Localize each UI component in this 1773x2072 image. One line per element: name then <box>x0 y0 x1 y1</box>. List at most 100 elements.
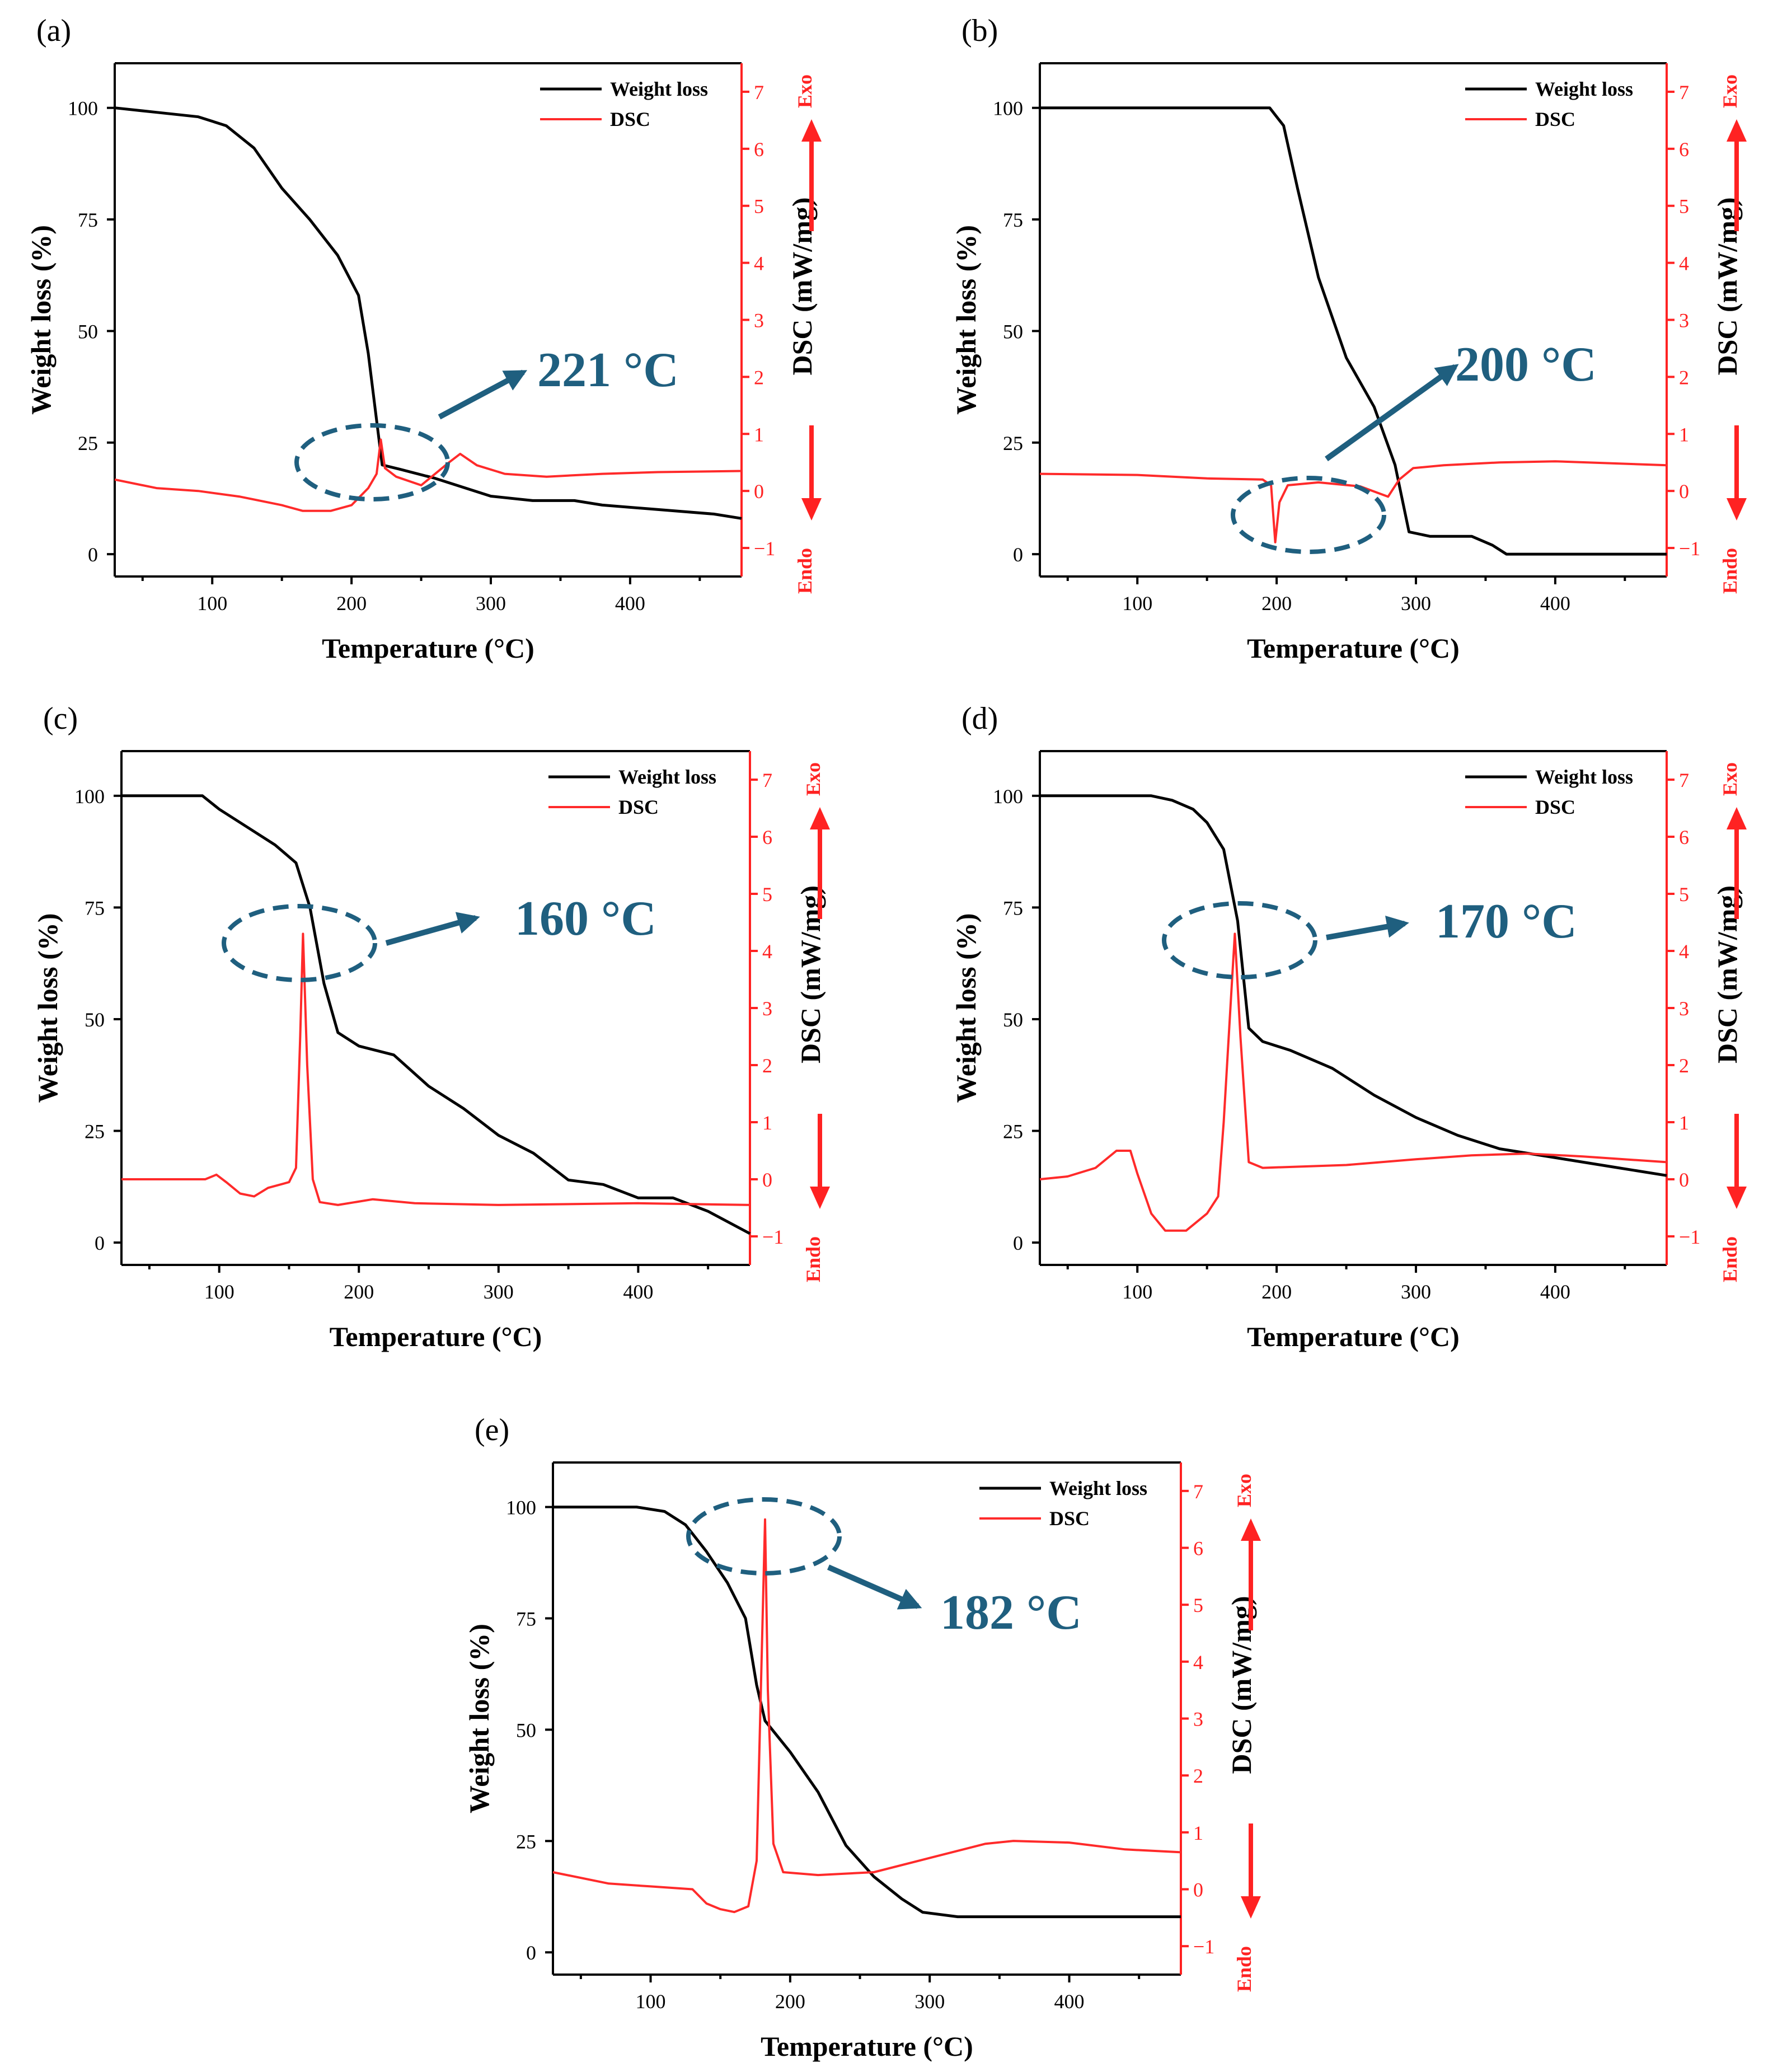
exo-arrow-icon <box>1727 807 1747 829</box>
y2-tick-label: 3 <box>754 310 764 332</box>
dsc-series-line <box>1039 932 1667 1232</box>
y-tick-label: 100 <box>68 97 98 120</box>
x-tick-label: 100 <box>204 1281 234 1303</box>
annotation-arrow <box>438 369 528 420</box>
y-tick-label: 0 <box>95 1232 105 1254</box>
panel-label: (e) <box>475 1413 509 1447</box>
y-tick-label: 100 <box>993 785 1023 808</box>
x-tick-label: 200 <box>1261 1281 1292 1303</box>
endo-arrow-icon <box>1241 1896 1261 1919</box>
y2-tick-label: 7 <box>1193 1480 1203 1503</box>
dsc-series-line <box>121 932 751 1206</box>
legend-label-dsc: DSC <box>610 108 650 130</box>
y-tick-label: 100 <box>506 1497 536 1519</box>
endo-arrow-icon <box>810 1187 830 1209</box>
chart-panel: (c) 100 200 300 400 0 25 50 75 100 −1 0 1 2 3 4 5 6 7 Tempe… <box>32 701 830 1352</box>
endo-arrow-icon <box>1727 1187 1747 1209</box>
chart-panel: (d) 100 200 300 400 0 25 50 75 100 −1 0 1 2 3 4 5 6 7 Tempe… <box>950 701 1747 1352</box>
y2-tick-label: 4 <box>1679 940 1689 963</box>
endo-label: Endo <box>1719 1236 1741 1282</box>
y2-tick-label: −1 <box>1679 1226 1700 1248</box>
x-tick-label: 300 <box>914 1990 945 2013</box>
annotation-temperature: 221 °C <box>537 343 679 397</box>
x-axis-label: Temperature (°C) <box>1247 632 1460 664</box>
y-tick-label: 100 <box>993 97 1023 120</box>
exo-arrow-icon <box>1727 119 1747 142</box>
y2-tick-label: 4 <box>1679 252 1689 275</box>
y-tick-label: 0 <box>1013 1232 1023 1254</box>
y-tick-label: 75 <box>85 897 105 919</box>
y2-tick-label: 2 <box>754 366 764 388</box>
endo-label: Endo <box>1719 548 1741 594</box>
x-tick-label: 200 <box>1261 592 1292 615</box>
y-tick-label: 75 <box>78 209 98 231</box>
y-tick-label: 25 <box>1003 432 1023 454</box>
y2-tick-label: 3 <box>1679 997 1689 1020</box>
panel-label: (c) <box>43 701 78 736</box>
x-tick-label: 300 <box>476 592 506 615</box>
weight-loss-series-line <box>1040 106 1667 556</box>
y2-tick-label: −1 <box>762 1226 784 1248</box>
annotation-arrow <box>1325 364 1459 462</box>
x-tick-label: 200 <box>336 592 367 615</box>
legend-label-weight: Weight loss <box>1535 766 1633 788</box>
y2-tick-label: 0 <box>1679 480 1689 503</box>
y-tick-label: 50 <box>85 1009 105 1031</box>
y-tick-label: 25 <box>1003 1121 1023 1143</box>
y2-tick-label: 1 <box>754 423 764 446</box>
y2-tick-label: 5 <box>1679 883 1689 906</box>
x-tick-label: 200 <box>775 1990 805 2013</box>
legend-label-dsc: DSC <box>618 796 659 818</box>
x-tick-label: 400 <box>1054 1990 1085 2013</box>
y2-tick-label: 7 <box>1679 81 1689 104</box>
x-axis-label: Temperature (°C) <box>1247 1321 1460 1352</box>
y2-tick-label: 4 <box>1193 1651 1203 1673</box>
y-tick-label: 0 <box>526 1942 536 1964</box>
y2-tick-label: 7 <box>1679 769 1689 791</box>
legend-label-dsc: DSC <box>1049 1507 1090 1530</box>
annotation-temperature: 170 °C <box>1436 894 1577 949</box>
weight-loss-series-line <box>1040 794 1667 1177</box>
y-tick-label: 50 <box>1003 320 1023 343</box>
x-tick-label: 400 <box>615 592 645 615</box>
chart-panel: (a) 100 200 300 400 0 25 50 75 100 −1 0 1 2 3 4 5 6 7 Tempe… <box>25 13 822 664</box>
dsc-series-line <box>1039 460 1667 543</box>
legend-label-weight: Weight loss <box>618 766 716 788</box>
annotation-ellipse <box>1162 901 1317 979</box>
y2-tick-label: 0 <box>1679 1169 1689 1191</box>
y2-tick-label: 3 <box>762 997 772 1020</box>
y-tick-label: 25 <box>516 1830 536 1853</box>
y-tick-label: 50 <box>78 320 98 343</box>
endo-label: Endo <box>794 548 816 594</box>
chart-panel: (b) 100 200 300 400 0 25 50 75 100 −1 0 1 2 3 4 5 6 7 Tempe… <box>950 13 1747 664</box>
y2-tick-label: 2 <box>762 1054 772 1077</box>
panel-label: (a) <box>36 13 71 48</box>
annotation-temperature: 160 °C <box>515 892 656 946</box>
exo-arrow-icon <box>1241 1518 1261 1541</box>
legend-label-dsc: DSC <box>1535 796 1575 818</box>
y-tick-label: 0 <box>1013 543 1023 566</box>
y2-tick-label: 7 <box>762 769 772 791</box>
exo-label: Exo <box>1233 1474 1255 1507</box>
annotation-ellipse <box>686 1497 842 1576</box>
y2-tick-label: 4 <box>754 252 764 275</box>
endo-label: Endo <box>802 1236 824 1282</box>
y2-tick-label: 3 <box>1193 1708 1203 1731</box>
y-axis-label: Weight loss (%) <box>950 913 982 1103</box>
y2-tick-label: 6 <box>762 826 772 849</box>
x-axis-label: Temperature (°C) <box>761 2031 973 2062</box>
dsc-series-line <box>114 438 742 512</box>
weight-loss-series-line <box>121 794 751 1235</box>
legend-label-dsc: DSC <box>1535 108 1575 130</box>
x-tick-label: 300 <box>1401 592 1431 615</box>
y2-tick-label: 5 <box>1193 1594 1203 1616</box>
legend-label-weight: Weight loss <box>1049 1477 1147 1499</box>
x-tick-label: 100 <box>1122 1281 1152 1303</box>
legend-label-weight: Weight loss <box>610 78 708 100</box>
exo-label: Exo <box>1719 74 1741 108</box>
y-axis-label: Weight loss (%) <box>32 913 63 1103</box>
y2-tick-label: 0 <box>1193 1879 1203 1901</box>
exo-label: Exo <box>794 74 816 108</box>
y2-tick-label: 5 <box>1679 195 1689 218</box>
